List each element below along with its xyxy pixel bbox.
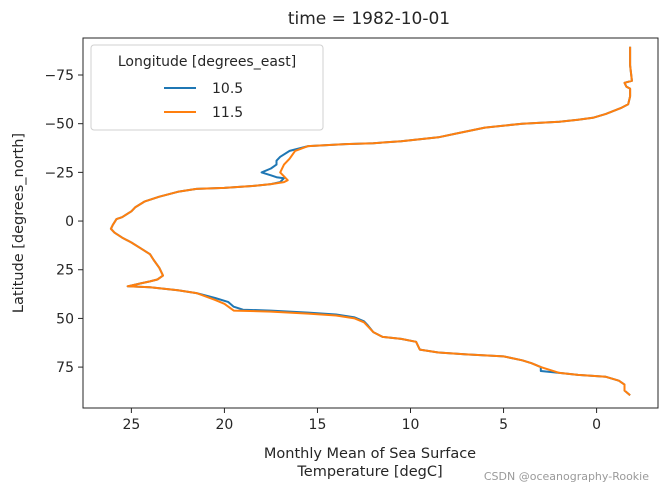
x-axis-label-line-1: Monthly Mean of Sea Surface: [264, 446, 476, 462]
chart-title: time = 1982-10-01: [288, 9, 450, 29]
watermark: CSDN @oceanography-Rookie: [484, 470, 649, 483]
y-tick-label: −25: [44, 165, 74, 181]
y-tick-label: 0: [65, 214, 74, 230]
x-axis-label-line-2: Temperature [degC]: [296, 464, 442, 480]
x-tick-label: 0: [592, 417, 601, 433]
legend-label-10-5: 10.5: [212, 81, 243, 97]
legend-label-11-5: 11.5: [212, 105, 243, 121]
legend-title: Longitude [degrees_east]: [118, 54, 296, 70]
y-axis-label: Latitude [degrees_north]: [11, 133, 27, 313]
legend-box: [90, 44, 324, 131]
x-tick-label: 25: [122, 417, 140, 433]
x-tick-label: 10: [402, 417, 420, 433]
series-line-11-5: [109, 46, 633, 397]
y-tick-label: 75: [56, 360, 74, 376]
y-tick-label: −75: [44, 68, 74, 84]
plot-frame: [82, 37, 659, 409]
x-tick-label: 20: [216, 417, 234, 433]
x-tick-label: 5: [499, 417, 508, 433]
y-tick-label: 25: [56, 263, 74, 279]
legend: Longitude [degrees_east] 10.5 11.5: [90, 44, 324, 131]
y-tick-label: 50: [56, 311, 74, 327]
plot-series: [109, 46, 633, 397]
y-axis: −75 −50 −25 0 25 50 75: [44, 68, 83, 376]
y-tick-label: −50: [44, 117, 74, 133]
x-axis: 25 20 15 10 5 0: [122, 408, 601, 433]
x-tick-label: 15: [309, 417, 327, 433]
